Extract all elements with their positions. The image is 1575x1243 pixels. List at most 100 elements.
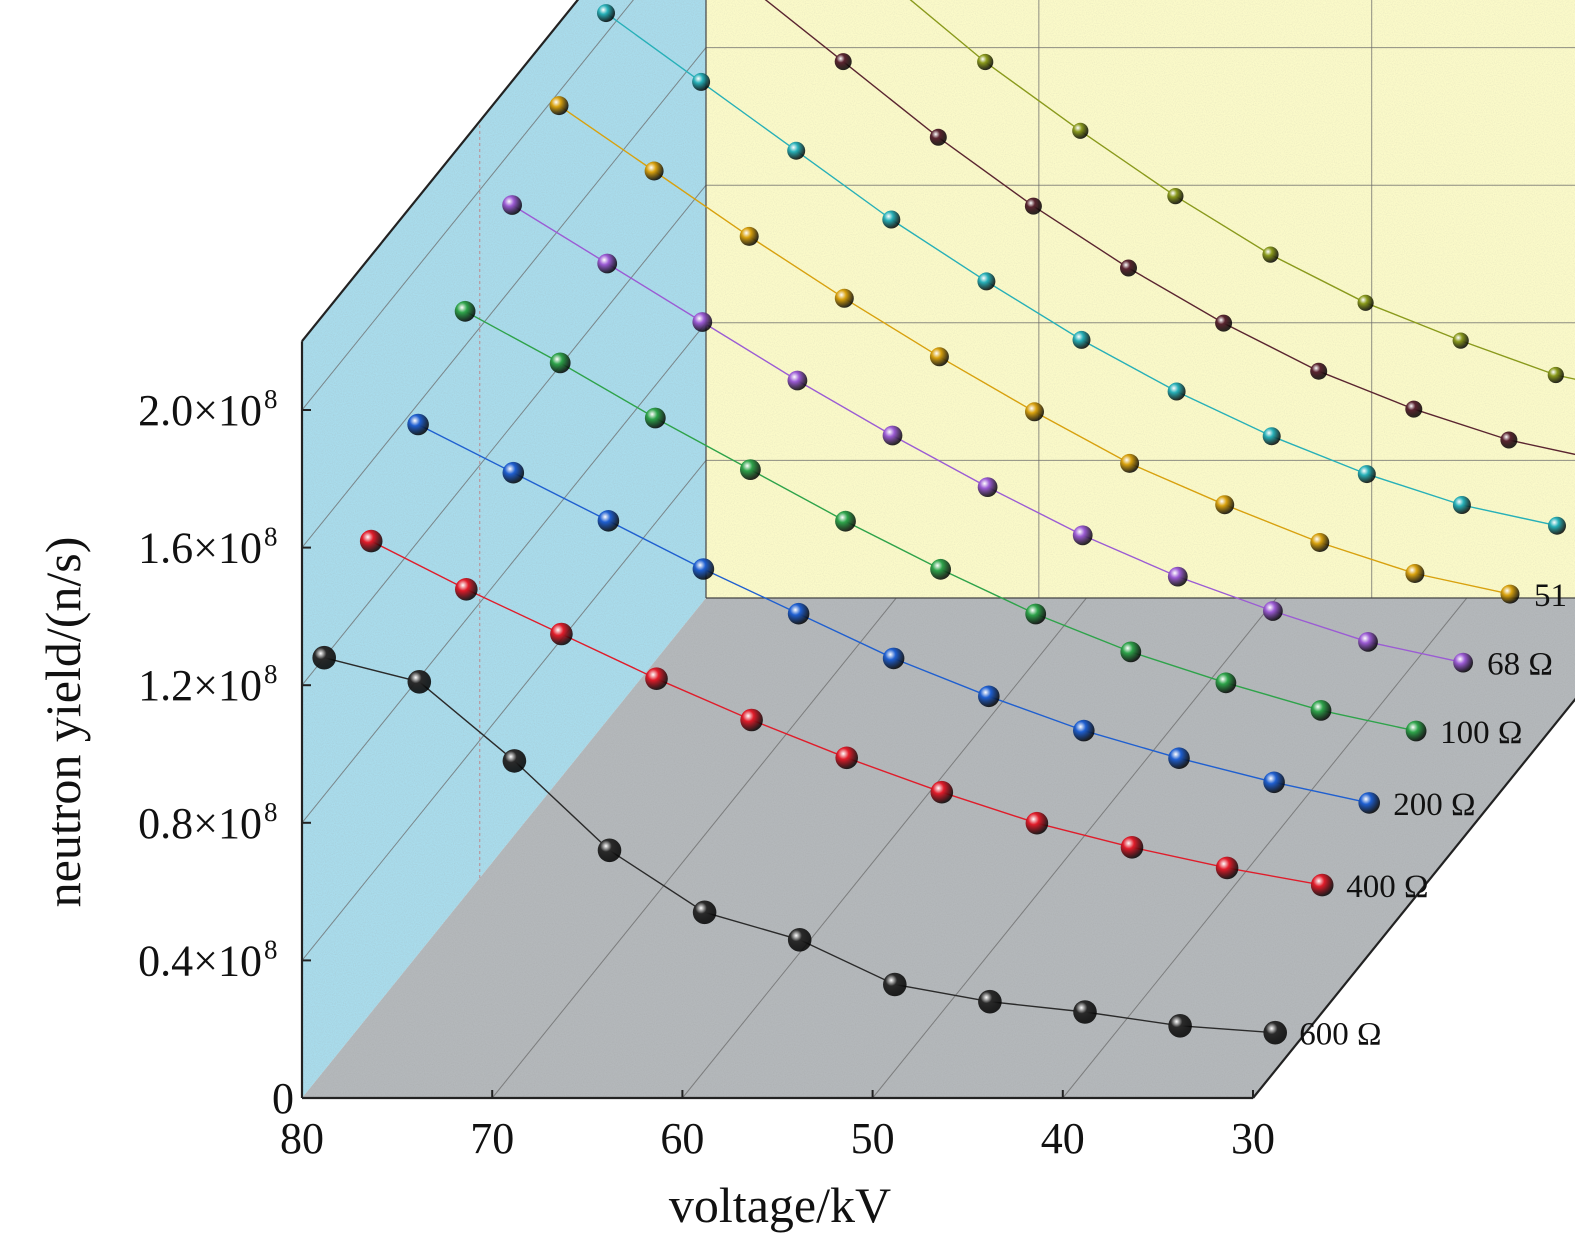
data-point <box>1358 792 1380 814</box>
data-point <box>1168 1014 1192 1038</box>
series-1ohm <box>909 0 1575 384</box>
series-200ohm <box>407 413 1380 814</box>
data-point <box>740 459 761 480</box>
data-point <box>597 4 615 23</box>
series-68ohm <box>502 195 1473 673</box>
data-point <box>502 195 522 215</box>
data-point <box>787 602 810 625</box>
data-point <box>1310 362 1328 380</box>
data-point <box>1548 516 1566 535</box>
series-100ohm <box>454 300 1427 742</box>
series-label: 400 Ω <box>1346 869 1428 905</box>
data-point <box>1215 495 1235 515</box>
series-label: 68 Ω <box>1487 647 1553 683</box>
floor-grid-line <box>682 597 1087 1099</box>
data-point <box>692 900 717 925</box>
data-point <box>692 312 713 332</box>
data-point <box>1357 465 1376 484</box>
y-axis-label: neutron yield/(n/s) <box>35 537 91 908</box>
data-point <box>834 53 852 71</box>
y-tick-exponent: 8 <box>264 522 278 552</box>
side-wall-texture <box>302 0 706 1098</box>
series-layer <box>312 0 1575 1045</box>
data-point <box>454 300 476 322</box>
floor-grid-line <box>491 597 897 1099</box>
data-point <box>502 461 525 484</box>
x-tick-label: 50 <box>851 1114 895 1163</box>
data-point <box>407 413 429 436</box>
y-tick-label: 0.8×10 <box>138 799 262 848</box>
data-point <box>1215 856 1239 880</box>
data-point <box>455 578 478 601</box>
series-24ohm <box>764 0 1575 456</box>
data-point <box>1167 382 1186 401</box>
data-point <box>549 96 569 116</box>
data-point <box>1405 400 1423 418</box>
series-label: 600 Ω <box>1299 1017 1381 1053</box>
data-point <box>978 989 1002 1014</box>
data-point <box>883 972 907 997</box>
data-point <box>597 510 620 532</box>
data-point <box>1405 720 1427 742</box>
data-point <box>1072 330 1091 349</box>
data-point <box>1358 632 1378 652</box>
series-32ohm <box>597 4 1566 535</box>
data-point <box>692 558 715 580</box>
data-point <box>597 253 618 274</box>
x-axis-label: voltage/kV <box>669 1177 891 1233</box>
x-tick-label: 80 <box>280 1114 324 1163</box>
side-grid-line <box>301 0 634 411</box>
data-point <box>312 645 337 670</box>
data-point <box>644 407 666 429</box>
series-label: 51 Ω <box>1534 578 1575 614</box>
data-point <box>1310 700 1332 721</box>
axes-frame <box>300 0 1575 1100</box>
data-point <box>977 272 996 291</box>
data-point <box>1263 771 1285 794</box>
y-tick-label: 0 <box>272 1074 294 1123</box>
data-point <box>1167 188 1184 205</box>
data-point <box>1263 1020 1287 1045</box>
data-point <box>1072 525 1093 546</box>
data-point <box>977 53 994 71</box>
data-point <box>1120 259 1137 277</box>
data-point <box>1120 836 1144 859</box>
data-point <box>1024 197 1042 215</box>
data-point <box>549 352 571 374</box>
data-point <box>1073 1000 1097 1024</box>
data-point <box>1025 402 1044 422</box>
data-point <box>1262 246 1279 263</box>
data-point <box>1073 719 1095 742</box>
data-point <box>1357 294 1374 311</box>
side-grid-line <box>301 322 707 824</box>
floor-grid-line <box>1062 597 1468 1099</box>
axis-edge <box>301 0 580 342</box>
data-point <box>359 529 383 553</box>
data-point <box>550 622 573 646</box>
data-point <box>1310 533 1330 552</box>
data-point <box>834 288 854 308</box>
y-tick-exponent: 8 <box>264 659 278 689</box>
data-point <box>407 670 432 694</box>
x-tick-label: 70 <box>470 1114 514 1163</box>
x-tick-label: 40 <box>1041 1114 1085 1163</box>
y-tick-exponent: 8 <box>264 934 278 964</box>
data-point <box>930 558 951 580</box>
side-grid-line <box>301 47 707 548</box>
side-grid-line <box>301 184 707 686</box>
y-tick-exponent: 8 <box>264 797 278 827</box>
data-point <box>929 347 949 367</box>
series-51ohm <box>549 96 1520 604</box>
data-point <box>1120 453 1140 473</box>
data-point <box>1263 601 1283 621</box>
data-point <box>1215 672 1237 694</box>
data-point <box>787 370 808 391</box>
data-point <box>597 838 622 863</box>
data-point <box>835 746 858 770</box>
data-point <box>692 72 711 91</box>
series-label: 200 Ω <box>1393 787 1475 823</box>
data-point <box>502 749 527 773</box>
